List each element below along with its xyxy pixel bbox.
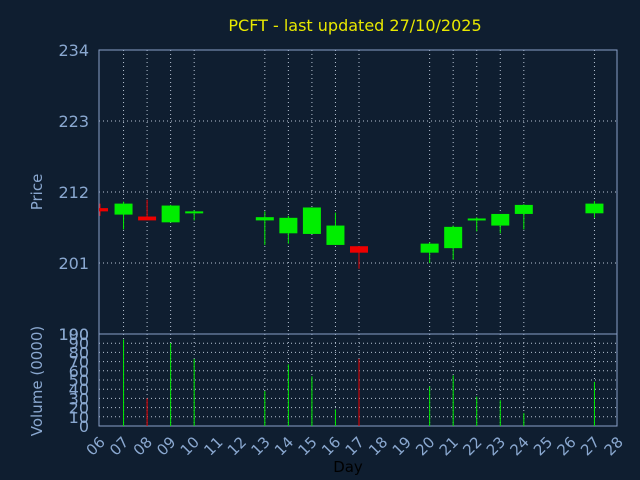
candle-body [185,211,204,214]
volume-tick-label: 30 [69,389,89,408]
price-grid [99,49,617,335]
price-axis-label: Price [28,174,46,211]
volume-axis-label: Volume (0000) [28,326,46,436]
candle [99,203,108,216]
candles [99,199,604,269]
candle-body [420,243,439,253]
volume-tick-label: 40 [69,380,89,399]
candle [161,204,180,223]
candle-body [99,208,108,212]
candle [255,211,274,245]
chart-title: PCFT - last updated 27/10/2025 [228,16,481,35]
candle-body [161,205,180,223]
candle [326,212,345,245]
volume-tick-label: 0 [79,417,89,436]
candle [350,246,368,269]
candle-body [302,207,321,234]
candle-body [585,203,604,214]
candle-body [326,225,345,245]
candle-body [114,203,133,215]
volume-tick-label: 70 [69,353,89,372]
x-ticks: 0607080910111213141516171819202122232425… [83,433,627,459]
x-axis-label: Day [333,458,363,476]
volume-tick-label: 50 [69,371,89,390]
candle-body [467,218,486,221]
price-tick-label: 190 [58,325,89,344]
candle [420,242,439,263]
volume-tick-label: 10 [69,408,89,427]
volume-bars [123,339,595,426]
candle-body [255,217,274,221]
candle [514,204,533,230]
volume-tick-label: 60 [69,362,89,381]
candle [185,210,204,221]
candle-body [444,226,463,249]
price-tick-label: 234 [58,41,89,60]
candle [491,213,510,234]
volume-tick-label: 80 [69,343,89,362]
volume-plot-frame [98,333,618,427]
volume-tick-label: 100 [58,325,89,344]
candle [467,217,486,232]
candle-body [138,216,157,221]
candle-body [491,213,510,226]
candle [585,201,604,218]
candle [279,215,298,244]
candle [138,199,157,221]
candle [444,225,463,260]
price-tick-label: 223 [58,112,89,131]
price-tick-label: 201 [58,254,89,273]
candle-body [279,217,298,234]
volume-tick-label: 20 [69,399,89,418]
price-tick-label: 212 [58,183,89,202]
candle [302,207,321,234]
volume-tick-label: 90 [69,334,89,353]
candle-body [514,204,533,214]
candle [114,201,133,230]
candle-body [350,246,368,253]
